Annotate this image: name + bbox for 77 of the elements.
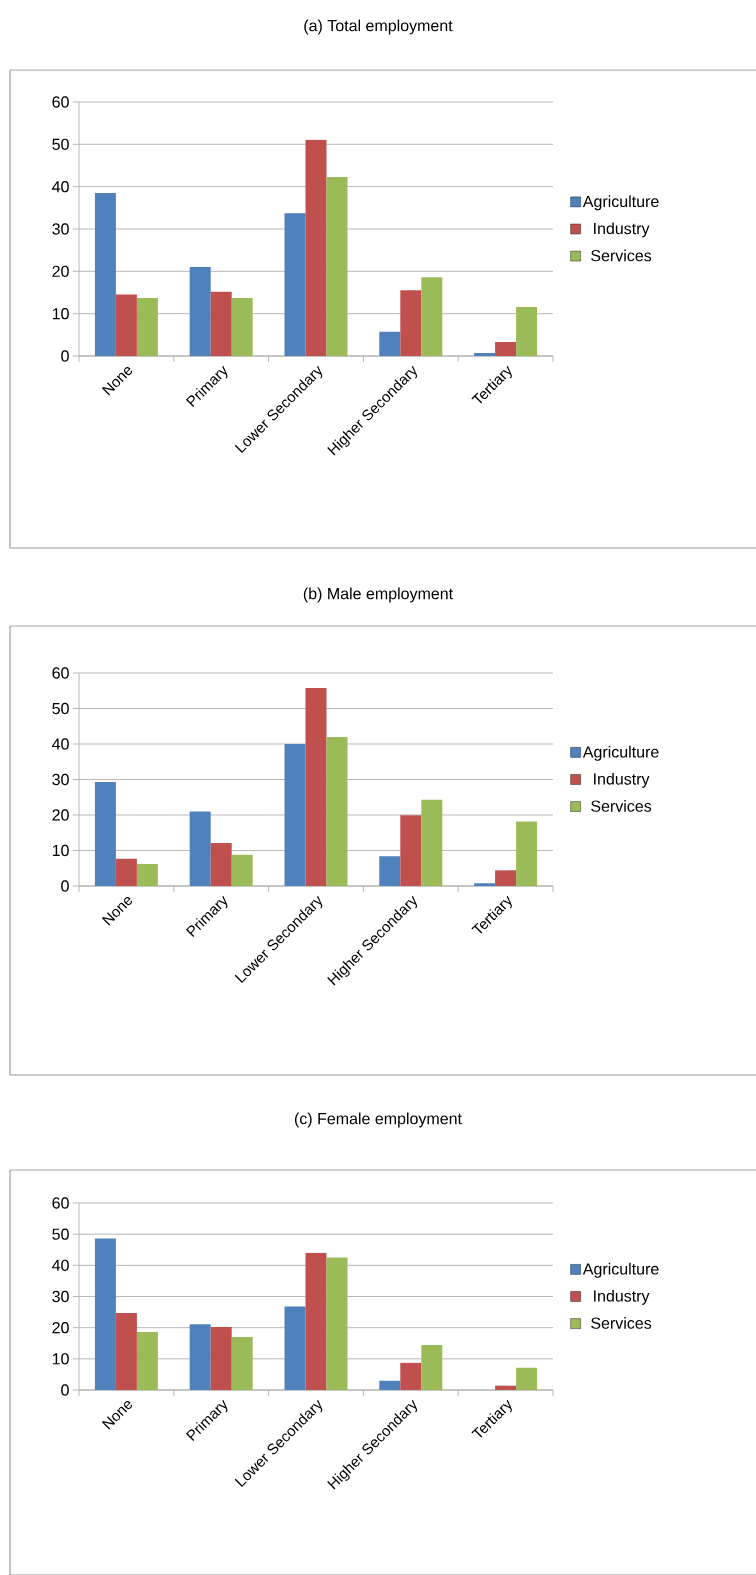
bar [189, 811, 211, 886]
bar [305, 687, 327, 886]
y-tick-label: 0 [61, 1384, 69, 1396]
bar [231, 854, 253, 886]
bar [136, 297, 158, 356]
y-tick-label: 50 [52, 1228, 69, 1240]
chart-title: (c) Female employment [294, 1112, 462, 1128]
bar [421, 799, 443, 886]
bar [421, 1345, 443, 1390]
bar [136, 1332, 158, 1390]
bar [421, 277, 443, 356]
bar [326, 736, 348, 886]
legend-label: Agriculture [582, 195, 659, 211]
y-tick-label: 10 [52, 1353, 69, 1365]
y-tick-label: 10 [52, 844, 69, 857]
bar [516, 1367, 538, 1390]
bar [136, 863, 158, 886]
y-tick-label: 40 [52, 181, 69, 193]
bar [474, 353, 496, 356]
bar [305, 139, 327, 356]
bar [94, 193, 116, 356]
y-tick-label: 10 [52, 308, 69, 320]
bar [495, 870, 517, 886]
bar [379, 1380, 401, 1390]
legend-label: Agriculture [582, 1262, 659, 1278]
bar [284, 743, 306, 886]
y-tick-label: 30 [52, 1290, 69, 1303]
y-tick-label: 0 [61, 880, 69, 892]
chart-title: (b) Male employment [303, 587, 453, 603]
bar [210, 843, 232, 886]
legend-label: Services [591, 800, 652, 812]
y-tick-label: 20 [52, 265, 69, 277]
bar [210, 1327, 232, 1390]
y-tick-label: 30 [52, 223, 69, 235]
legend-label: Services [591, 249, 652, 262]
bar [189, 267, 211, 356]
bar [115, 1313, 137, 1390]
bar [115, 858, 137, 886]
bar [400, 1362, 422, 1390]
y-tick-label: 40 [52, 738, 69, 750]
bar [326, 176, 348, 356]
bar [231, 1337, 253, 1390]
y-tick-label: 20 [52, 1322, 69, 1334]
bar [284, 1306, 306, 1390]
bar [189, 1324, 211, 1390]
legend-label: Industry [594, 1289, 650, 1305]
bar [495, 1385, 517, 1390]
bar [115, 294, 137, 356]
y-tick-label: 20 [52, 809, 69, 821]
bar [94, 781, 116, 886]
bar [326, 1257, 348, 1390]
legend-label: Industry [594, 222, 650, 238]
bar [516, 306, 538, 356]
bar [474, 883, 496, 886]
y-tick-label: 50 [52, 702, 69, 715]
y-tick-label: 0 [61, 350, 69, 362]
bar [400, 815, 422, 886]
y-tick-label: 30 [52, 773, 69, 786]
legend-label: Industry [594, 772, 650, 788]
y-tick-label: 50 [52, 138, 69, 150]
bar [94, 1238, 116, 1390]
bar [231, 297, 253, 356]
bar [305, 1252, 327, 1390]
y-tick-label: 60 [52, 96, 69, 108]
bar [379, 856, 401, 886]
bar [516, 821, 538, 886]
bar [284, 213, 306, 356]
bar [495, 342, 517, 356]
y-tick-label: 60 [52, 1197, 69, 1209]
chart-title: (a) Total employment [304, 19, 453, 35]
y-tick-label: 60 [52, 667, 69, 679]
bar [210, 291, 232, 356]
legend-label: Agriculture [582, 745, 659, 761]
y-tick-label: 40 [52, 1259, 69, 1271]
legend-label: Services [591, 1317, 652, 1329]
bar [400, 290, 422, 356]
bar [379, 331, 401, 356]
